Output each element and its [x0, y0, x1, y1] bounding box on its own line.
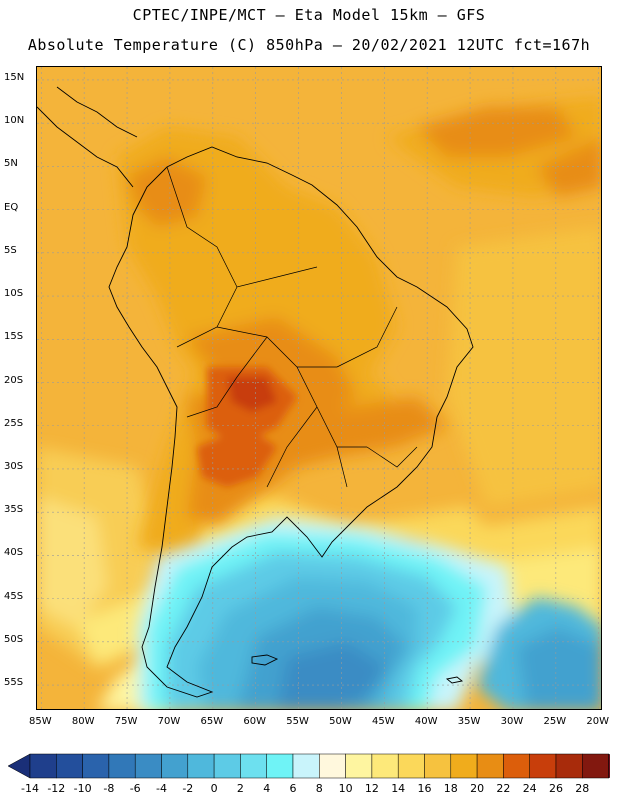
colorbar-tick-label: 14	[391, 782, 406, 795]
colorbar-segment	[319, 753, 346, 779]
map-frame[interactable]	[36, 66, 602, 710]
lat-tick-label: 5S	[4, 244, 17, 256]
colorbar-tick-label: -12	[47, 782, 66, 795]
field-core-24c	[227, 377, 277, 412]
field-ocean-band-20c	[417, 107, 577, 157]
colorbar-segment	[161, 753, 189, 779]
colorbar-segment	[582, 753, 609, 779]
lon-tick-label: 25W	[543, 716, 567, 727]
colorbar-segment	[187, 753, 215, 779]
colorbar-tick-label: 12	[364, 782, 379, 795]
lon-tick-label: 85W	[28, 716, 52, 727]
colorbar-segment	[292, 753, 320, 779]
lat-tick-label: 5N	[4, 158, 18, 170]
colorbar-tick-label: 0	[210, 782, 218, 795]
falklands-outline	[251, 654, 279, 666]
lat-tick-label: 35S	[4, 504, 24, 516]
map-title-line2: Absolute Temperature (C) 850hPa – 20/02/…	[27, 36, 591, 54]
lon-tick-label: 70W	[157, 716, 181, 727]
colorbar-segment	[213, 753, 241, 779]
lat-tick-label: 50S	[4, 633, 24, 645]
lat-tick-label: 40S	[4, 547, 24, 559]
colorbar-segment	[476, 753, 504, 779]
islands-southeast	[445, 676, 464, 684]
lon-tick-label: 65W	[200, 716, 224, 727]
colorbar-segment	[266, 753, 294, 779]
colorbar-tick-label: 4	[263, 782, 271, 795]
colorbar-tick-label: 16	[417, 782, 432, 795]
colorbar-tick-label: 10	[338, 782, 353, 795]
lat-tick-label: 45S	[4, 590, 24, 602]
lon-tick-label: 20W	[586, 716, 610, 727]
colorbar-tick-label: 6	[289, 782, 297, 795]
field-pacific-12c	[37, 497, 107, 627]
lon-tick-label: 30W	[500, 716, 524, 727]
lat-tick-label: 30S	[4, 460, 24, 472]
colorbar-segment	[424, 753, 452, 779]
temperature-field	[37, 67, 601, 709]
colorbar-tick-label: 20	[470, 782, 485, 795]
colorbar-segment	[503, 753, 530, 779]
lon-tick-label: 55W	[286, 716, 309, 727]
field-atlantic-16c	[447, 227, 601, 507]
temperature-map[interactable]	[37, 67, 602, 710]
colorbar-tick-label: 28	[575, 782, 590, 795]
lat-tick-label: 15S	[4, 331, 24, 343]
colorbar-tick-label: 22	[496, 782, 511, 795]
lat-tick-label: 10N	[4, 115, 25, 127]
lat-tick-label: 20S	[4, 374, 24, 386]
colorbar-tick-label: -8	[103, 782, 115, 795]
colorbar-segment	[450, 753, 478, 779]
lon-tick-label: 40W	[414, 716, 438, 727]
central-america-coastline	[37, 86, 138, 188]
colorbar-segment	[555, 753, 583, 779]
colorbar-segment	[56, 753, 83, 779]
colorbar-tick-label: -2	[182, 782, 194, 795]
field-south-m4c	[277, 642, 387, 709]
colorbar-tick-label: 2	[236, 782, 244, 795]
colorbar-segment	[345, 753, 373, 779]
lat-tick-label: 10S	[4, 288, 24, 300]
lat-tick-label: 55S	[4, 677, 24, 689]
colorbar-segment	[134, 753, 162, 779]
lon-tick-label: 45W	[372, 716, 395, 727]
colorbar-high-arrow	[608, 753, 610, 779]
colorbar-tick-label: -4	[156, 782, 167, 795]
colorbar-segment	[397, 753, 425, 779]
lon-tick-label: 60W	[243, 716, 266, 727]
field-argentina-22c	[197, 427, 277, 487]
colorbar-segment	[371, 753, 399, 779]
coastline-and-borders	[37, 86, 474, 698]
colorbar-tick-label: -10	[73, 782, 92, 795]
colorbar-tick-label: 8	[315, 782, 323, 795]
lat-tick-label: 25S	[4, 417, 24, 429]
lon-tick-label: 75W	[114, 716, 138, 727]
colorbar-segment	[82, 753, 110, 779]
colorbar-tick-label: 18	[443, 782, 458, 795]
colorbar-segment	[108, 753, 136, 779]
colorbar-low-arrow	[8, 753, 31, 779]
colorbar-segment	[29, 753, 57, 779]
lat-tick-label: 15N	[4, 71, 25, 83]
colorbar-tick-label: 24	[522, 782, 537, 795]
colorbar-tick-label: -14	[21, 782, 39, 795]
field-bolivia-20c	[187, 317, 357, 417]
colorbar-tick-label: 26	[549, 782, 563, 795]
temperature-colorbar	[8, 753, 610, 779]
colorbar-segment	[240, 753, 267, 779]
field-southeast-m2c	[517, 627, 601, 709]
lon-tick-label: 80W	[71, 716, 95, 727]
country-borders	[166, 166, 418, 488]
colorbar-segment	[529, 753, 557, 779]
lon-tick-label: 35W	[457, 716, 481, 727]
lon-tick-label: 50W	[329, 716, 352, 727]
south-america-coastline	[108, 146, 474, 698]
field-ocean-east-20c	[537, 137, 601, 197]
lat-lon-grid	[37, 67, 601, 709]
map-title-line1: CPTEC/INPE/MCT – Eta Model 15km – GFS	[132, 6, 486, 24]
colorbar-tick-label: -6	[129, 782, 141, 795]
lat-tick-label: EQ	[4, 201, 19, 213]
